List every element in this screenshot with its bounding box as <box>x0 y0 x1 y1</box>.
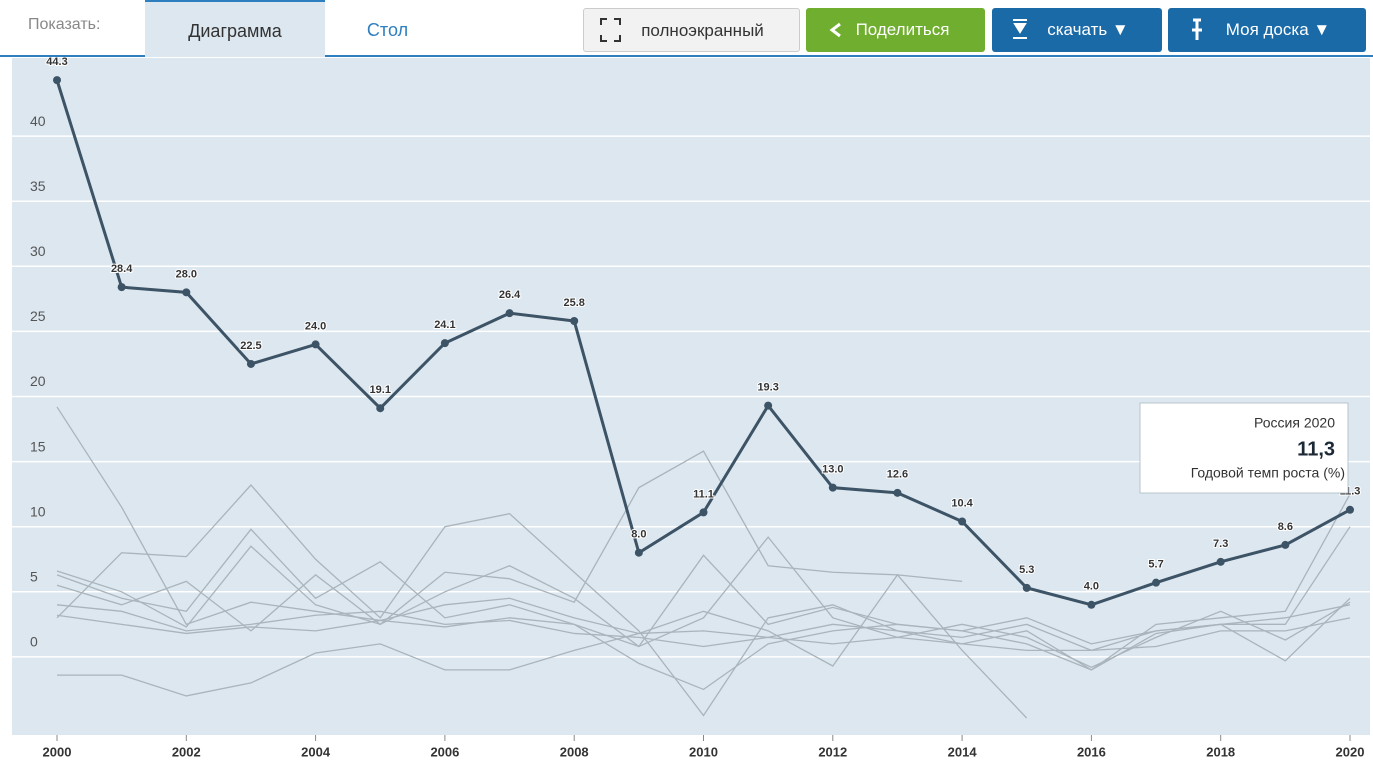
pin-icon <box>1192 18 1202 40</box>
x-tick-label: 2002 <box>172 744 201 759</box>
x-tick-label: 2012 <box>818 744 847 759</box>
data-label: 7.3 <box>1213 538 1228 550</box>
data-label: 8.6 <box>1278 521 1293 533</box>
background-line <box>57 573 1028 719</box>
background-line <box>56 406 1351 652</box>
y-tick-label: 25 <box>30 308 46 324</box>
share-button[interactable]: Поделиться <box>806 8 985 52</box>
background-line <box>56 484 1351 717</box>
x-tick-label: 2016 <box>1077 744 1106 759</box>
x-tick-label: 2008 <box>560 744 589 759</box>
data-label: 24.0 <box>305 320 326 332</box>
point <box>893 488 902 497</box>
data-label: 12.6 <box>887 469 908 481</box>
data-label: 10.4 <box>951 497 973 509</box>
button-label: Поделиться <box>855 20 950 39</box>
data-label: 28.0 <box>176 268 197 280</box>
tab-chart[interactable]: Диаграмма <box>145 0 325 57</box>
y-tick-label: 5 <box>30 568 38 584</box>
tooltip-value: 11,3 <box>1297 438 1335 460</box>
x-tick-label: 2014 <box>948 744 978 759</box>
point <box>117 283 126 292</box>
data-label: 25.8 <box>563 297 584 309</box>
point <box>505 309 514 318</box>
point <box>53 76 61 85</box>
data-label: 19.1 <box>370 384 391 396</box>
y-tick-label: 0 <box>30 634 38 650</box>
tooltip: Россия 2020 11,3 Годовой темп роста (%) <box>1139 402 1349 494</box>
y-tick-label: 35 <box>30 178 46 194</box>
x-tick-label: 2006 <box>430 744 459 759</box>
tab-table[interactable]: Стол <box>366 20 409 40</box>
x-tick-label: 2010 <box>689 744 718 759</box>
share-icon <box>829 22 841 38</box>
y-tick-label: 15 <box>30 438 46 454</box>
data-label: 5.7 <box>1148 559 1163 571</box>
data-label: 24.1 <box>434 319 455 331</box>
point <box>311 340 320 349</box>
point <box>1216 557 1225 566</box>
data-label: 28.4 <box>111 263 133 275</box>
button-label: Моя доска ▼ <box>1225 20 1331 39</box>
data-label: 4.0 <box>1084 581 1099 593</box>
data-label: 22.5 <box>240 340 261 352</box>
x-tick-label: 2000 <box>43 744 72 759</box>
data-label: 26.4 <box>499 289 521 301</box>
tooltip-subtitle: Годовой темп роста (%) <box>1191 465 1345 481</box>
fullscreen-button[interactable]: полноэкранный <box>583 8 800 52</box>
point <box>1281 540 1290 549</box>
point <box>699 508 708 517</box>
y-tick-label: 10 <box>30 503 46 519</box>
y-tick-label: 30 <box>30 243 46 259</box>
x-tick-label: 2018 <box>1206 744 1235 759</box>
data-label: 19.3 <box>757 382 778 394</box>
button-label: полноэкранный <box>641 21 764 40</box>
button-icons <box>600 18 1202 42</box>
point <box>440 339 449 348</box>
x-tick-label: 2004 <box>301 744 331 759</box>
y-tick-label: 40 <box>30 113 46 129</box>
point <box>1087 600 1096 609</box>
point <box>570 316 579 325</box>
show-label: Показать: <box>28 16 101 33</box>
tooltip-box <box>1139 402 1349 494</box>
data-label: 44.3 <box>46 56 67 68</box>
x-tick-label: 2020 <box>1336 744 1365 759</box>
background-line <box>56 526 1351 648</box>
data-label: 5.3 <box>1019 564 1034 576</box>
point <box>958 517 967 526</box>
point <box>1022 583 1031 592</box>
background-line <box>56 597 1351 691</box>
data-label: 13.0 <box>822 464 843 476</box>
point <box>1346 505 1354 514</box>
point <box>182 288 191 297</box>
background-line <box>56 450 963 628</box>
point <box>376 404 385 413</box>
background-line <box>56 528 1351 669</box>
point <box>1152 578 1161 587</box>
point <box>764 401 773 410</box>
y-tick-label: 20 <box>30 373 46 389</box>
button-label: скачать ▼ <box>1047 20 1129 39</box>
point <box>246 359 255 368</box>
data-label: 8.0 <box>631 529 646 541</box>
fullscreen-icon <box>600 18 621 42</box>
point <box>634 548 643 557</box>
toolbar: Показать: Диаграмма Стол полноэкранный П… <box>0 0 1373 57</box>
tooltip-title: Россия 2020 <box>1254 415 1335 431</box>
download-icon <box>1013 19 1027 39</box>
point <box>828 483 837 492</box>
data-label: 11.1 <box>693 488 714 500</box>
